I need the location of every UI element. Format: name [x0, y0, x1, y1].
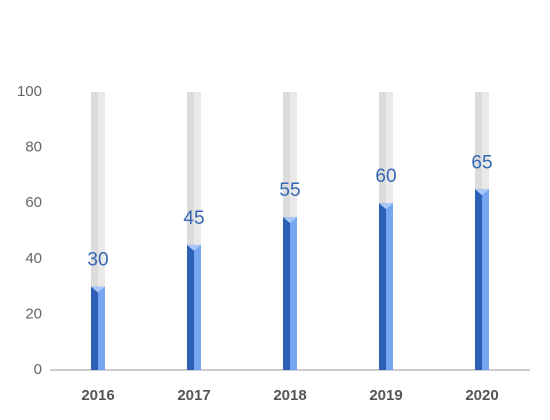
- y-tick-label: 100: [17, 83, 42, 100]
- bar: [187, 244, 194, 370]
- y-tick-label: 60: [25, 194, 42, 211]
- bar-track: [194, 92, 201, 370]
- bar: [379, 203, 386, 370]
- value-label: 30: [87, 250, 108, 271]
- bar-cap: [187, 244, 201, 251]
- bar-cap: [475, 189, 489, 196]
- bar-cap: [91, 286, 105, 293]
- bar-cap: [379, 203, 393, 210]
- y-tick-label: 40: [25, 250, 42, 267]
- y-tick-label: 20: [25, 305, 42, 322]
- bar-track: [98, 92, 105, 370]
- bar-track: [91, 92, 98, 370]
- bar: [386, 203, 393, 370]
- value-label: 60: [375, 166, 396, 187]
- value-label: 65: [471, 152, 492, 173]
- y-tick-label: 0: [34, 361, 42, 378]
- x-tick-label: 2018: [273, 387, 306, 404]
- bar: [283, 217, 290, 370]
- y-tick-label: 80: [25, 139, 42, 156]
- value-label: 55: [279, 180, 300, 201]
- bar: [475, 189, 482, 370]
- bar: [290, 217, 297, 370]
- x-tick-label: 2020: [465, 387, 498, 404]
- bar-track: [187, 92, 194, 370]
- x-tick-label: 2016: [81, 387, 114, 404]
- bar: [482, 189, 489, 370]
- x-tick-label: 2017: [177, 387, 210, 404]
- bar: [91, 286, 98, 370]
- bar: [194, 244, 201, 370]
- x-tick-label: 2019: [369, 387, 402, 404]
- bar-cap: [283, 217, 297, 224]
- bar: [98, 286, 105, 370]
- value-label: 45: [183, 208, 204, 229]
